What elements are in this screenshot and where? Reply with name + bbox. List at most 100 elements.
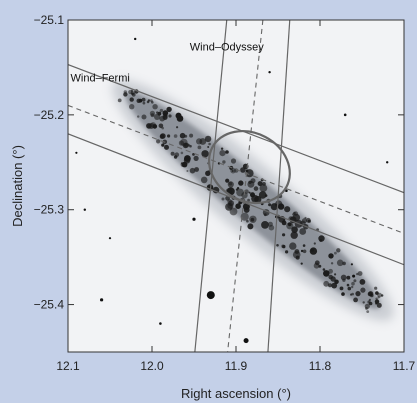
galaxy-knot [250, 192, 255, 198]
x-axis: 12.1 12.0 11.9 11.8 11.7 [56, 20, 416, 373]
galaxy-knot [183, 157, 191, 164]
x-tick-label: 12.1 [56, 359, 80, 373]
galaxy-knot [243, 207, 250, 213]
galaxy-knot [300, 262, 303, 265]
galaxy-knot [294, 249, 300, 254]
galaxy-knot [374, 286, 378, 290]
galaxy-knot [281, 220, 287, 226]
galaxy-knot [246, 219, 249, 223]
galaxy-knot [250, 217, 255, 222]
galaxy-knot [314, 260, 320, 266]
galaxy-knot [141, 114, 147, 120]
galaxy-knot [189, 133, 194, 138]
galaxy-knot [359, 279, 366, 285]
galaxy-knot [375, 291, 379, 295]
galaxy-knot [254, 195, 262, 204]
galaxy-knot [291, 226, 298, 233]
galaxy-knot [341, 292, 345, 296]
galaxy-knot [166, 106, 172, 113]
galaxy-knot [117, 98, 122, 103]
galaxy-knot [285, 250, 289, 254]
galaxy-knot [346, 283, 350, 287]
galaxy-knot [366, 310, 370, 313]
galaxy-knot [219, 150, 226, 157]
field-star [83, 208, 87, 211]
y-tick-label: −25.3 [34, 203, 65, 217]
galaxy-knot [299, 228, 307, 235]
galaxy-knot [197, 145, 202, 150]
galaxy-knot [334, 273, 337, 276]
error-ellipse [207, 130, 291, 205]
galaxy-knot [225, 150, 229, 154]
galaxy-knot [334, 251, 337, 255]
galaxy-knot [368, 301, 373, 306]
field-star [108, 237, 112, 240]
galaxy-knot [150, 99, 153, 102]
galaxy-knot [138, 98, 143, 102]
galaxy-knot [340, 274, 347, 281]
galaxy-knot [227, 202, 234, 209]
galaxy-knot [180, 151, 184, 155]
galaxy-image [112, 79, 394, 321]
galaxy-knot [131, 92, 134, 95]
galaxy-knot [240, 212, 249, 221]
galaxy-knot [336, 259, 344, 267]
galaxy-knot [159, 115, 165, 122]
x-tick-label: 11.7 [393, 359, 416, 373]
galaxy-knot [230, 158, 237, 164]
galaxy-knot [261, 221, 269, 229]
galaxy-knot [170, 151, 175, 156]
galaxy-knot [355, 291, 361, 297]
field-star [206, 291, 215, 300]
galaxy-knot [168, 114, 172, 118]
galaxy-knot [194, 167, 200, 172]
galaxy-knot [323, 270, 330, 277]
galaxy-knot [142, 101, 146, 105]
x-axis-label: Right ascension (°) [181, 386, 291, 401]
annulus-center-line [68, 104, 404, 234]
galaxy-knot [351, 292, 355, 296]
galaxy-knot [167, 134, 171, 138]
galaxy-knot [129, 97, 134, 102]
galaxy-knot [235, 203, 241, 209]
galaxy-knot [180, 138, 188, 147]
galaxy-knot [247, 198, 251, 202]
galaxy-knot [227, 199, 233, 204]
field-star [386, 161, 389, 164]
galaxy-knot [200, 176, 208, 184]
galaxy-knot [362, 301, 365, 304]
field-star [268, 70, 271, 74]
galaxy-knot [187, 144, 191, 147]
galaxy-knot [300, 249, 304, 253]
galaxy-knot [225, 178, 230, 183]
galaxy-knot [328, 253, 334, 259]
galaxy-knot [375, 297, 378, 300]
field-star [134, 37, 137, 41]
galaxy-knot [164, 144, 169, 150]
galaxy-knot [199, 138, 207, 145]
wind-odyssey-annulus [194, 20, 291, 352]
galaxy-knot [173, 155, 178, 159]
galaxy-knot [330, 262, 334, 265]
galaxy-knot [258, 191, 267, 199]
galaxy-knot [356, 272, 359, 276]
galaxy-knot [146, 123, 152, 129]
annulus-boundary-line [68, 64, 404, 194]
field-star [192, 217, 196, 221]
galaxy-knot [248, 180, 252, 184]
galaxy-knot [289, 242, 297, 250]
galaxy-knot [152, 124, 158, 129]
galaxy-knot [304, 216, 307, 220]
galaxy-knot [245, 169, 249, 172]
galaxy-knot [350, 263, 353, 266]
galaxy-knot [281, 244, 285, 248]
galaxy-knot [220, 147, 224, 150]
galaxy-knot [157, 111, 162, 116]
galaxy-knot [302, 244, 306, 247]
galaxy-knot [137, 115, 140, 118]
galaxy-knot [353, 297, 358, 303]
annulus-boundary-line [194, 20, 228, 352]
galaxy-knot [318, 235, 325, 242]
galaxy-knot [347, 286, 352, 291]
galaxy-knot [189, 167, 196, 174]
